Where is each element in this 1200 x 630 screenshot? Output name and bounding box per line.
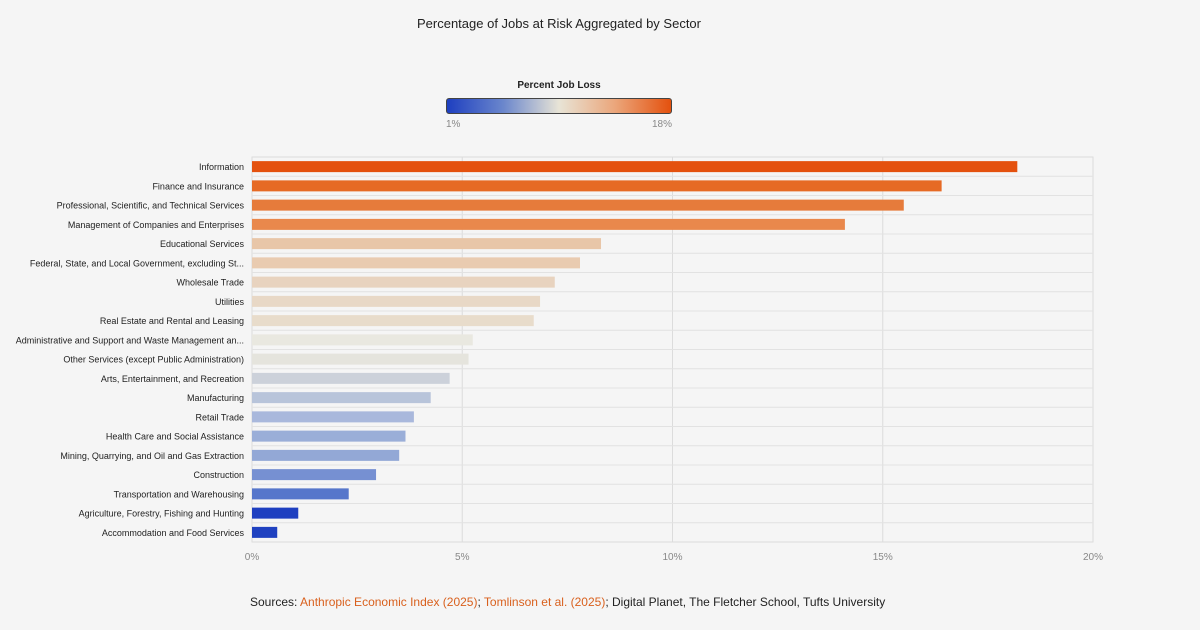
bar bbox=[252, 488, 349, 500]
category-label: Professional, Scientific, and Technical … bbox=[57, 201, 245, 211]
category-label: Arts, Entertainment, and Recreation bbox=[101, 374, 244, 384]
category-label: Other Services (except Public Administra… bbox=[63, 355, 244, 365]
category-label: Educational Services bbox=[160, 239, 245, 249]
legend-labels: 1% 18% bbox=[446, 119, 672, 133]
bar bbox=[252, 392, 431, 404]
category-label: Manufacturing bbox=[187, 393, 244, 403]
category-label: Administrative and Support and Waste Man… bbox=[16, 335, 244, 345]
sources-separator: ; bbox=[477, 595, 484, 609]
bar bbox=[252, 315, 534, 327]
chart-title: Percentage of Jobs at Risk Aggregated by… bbox=[416, 16, 701, 31]
x-tick-label: 5% bbox=[455, 552, 470, 563]
bar bbox=[252, 295, 541, 307]
bar bbox=[252, 218, 845, 230]
bar bbox=[252, 199, 904, 211]
bar bbox=[252, 238, 602, 250]
legend-title: Percent Job Loss bbox=[517, 80, 601, 91]
category-label: Utilities bbox=[215, 297, 245, 307]
color-legend: Percent Job Loss 1% 18% bbox=[446, 80, 672, 133]
bar bbox=[252, 334, 473, 346]
category-label: Retail Trade bbox=[195, 412, 244, 422]
sources-footer: Sources: Anthropic Economic Index (2025)… bbox=[250, 595, 885, 609]
bar bbox=[252, 449, 400, 461]
sources-prefix: Sources: bbox=[250, 595, 301, 609]
category-label: Finance and Insurance bbox=[152, 181, 244, 191]
category-label: Information bbox=[199, 162, 244, 172]
bar bbox=[252, 507, 299, 519]
x-tick-label: 20% bbox=[1083, 552, 1103, 563]
legend-min-label: 1% bbox=[446, 119, 461, 130]
bar bbox=[252, 469, 377, 481]
category-label: Real Estate and Rental and Leasing bbox=[100, 316, 244, 326]
category-label: Federal, State, and Local Government, ex… bbox=[30, 258, 244, 268]
bar bbox=[252, 161, 1018, 173]
category-label: Health Care and Social Assistance bbox=[106, 432, 244, 442]
bar bbox=[252, 276, 555, 288]
x-tick-label: 10% bbox=[662, 552, 682, 563]
bar bbox=[252, 430, 406, 442]
category-label: Agriculture, Forestry, Fishing and Hunti… bbox=[79, 509, 244, 519]
bar bbox=[252, 353, 469, 365]
x-tick-label: 0% bbox=[245, 552, 260, 563]
bar bbox=[252, 180, 942, 192]
category-label: Accommodation and Food Services bbox=[102, 528, 245, 538]
category-label: Construction bbox=[193, 470, 244, 480]
bar bbox=[252, 372, 450, 384]
category-label: Management of Companies and Enterprises bbox=[68, 220, 245, 230]
category-label: Transportation and Warehousing bbox=[114, 489, 244, 499]
sources-suffix: ; Digital Planet, The Fletcher School, T… bbox=[605, 595, 886, 609]
category-label: Wholesale Trade bbox=[176, 278, 244, 288]
source-link-anthropic[interactable]: Anthropic Economic Index (2025) bbox=[300, 595, 478, 609]
legend-max-label: 18% bbox=[651, 119, 672, 130]
x-tick-label: 15% bbox=[873, 552, 893, 563]
source-link-tomlinson[interactable]: Tomlinson et al. (2025) bbox=[483, 595, 606, 609]
legend-gradient-bar bbox=[446, 98, 672, 114]
category-label: Mining, Quarrying, and Oil and Gas Extra… bbox=[60, 451, 244, 461]
bar bbox=[252, 526, 278, 538]
bar bbox=[252, 411, 414, 423]
bar bbox=[252, 257, 580, 269]
